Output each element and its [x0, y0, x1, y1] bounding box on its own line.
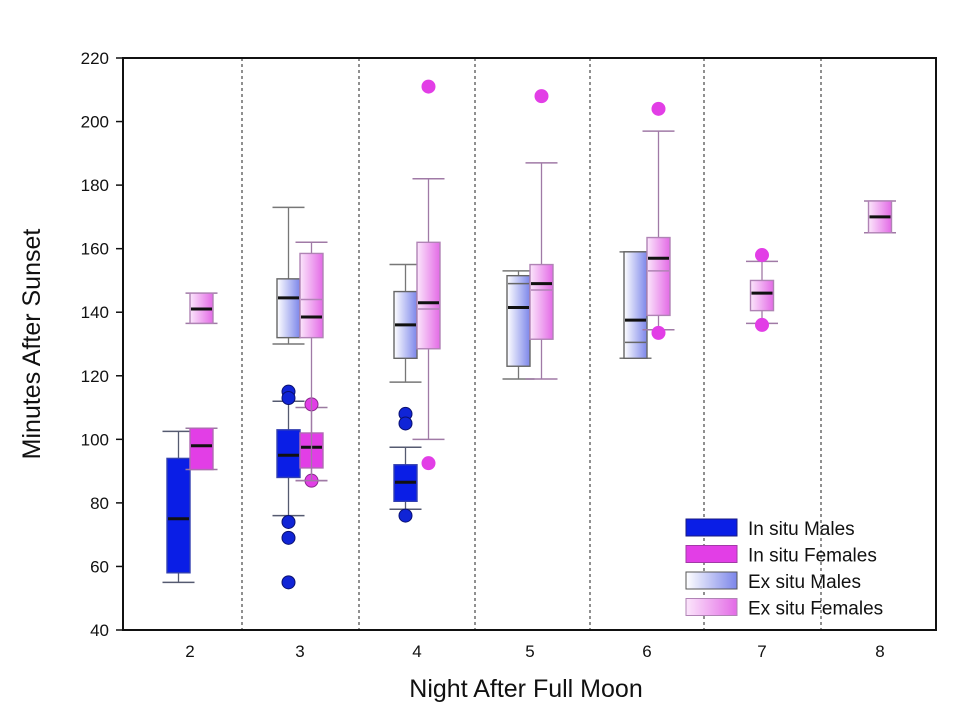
x-axis: 2 3 4 5 6 7 8	[185, 642, 884, 661]
box-ex-situ-females-night-5	[525, 89, 558, 380]
legend-label: Ex situ Males	[748, 572, 861, 593]
iqr-box	[276, 429, 301, 479]
iqr-box	[276, 278, 301, 339]
outlier-point	[281, 514, 296, 529]
box-ex-situ-females-night-7	[746, 248, 778, 332]
iqr-box	[189, 427, 214, 471]
iqr-box	[749, 279, 775, 312]
x-tick-label: 7	[757, 642, 766, 661]
outlier-point	[281, 575, 296, 590]
legend-swatch	[685, 571, 738, 590]
legend-swatch	[685, 598, 738, 616]
legend-item-ex-situ-males: Ex situ Males	[685, 571, 861, 593]
outlier-point	[421, 79, 436, 94]
y-tick-label: 180	[81, 176, 109, 195]
legend-item-ex-situ-females: Ex situ Females	[685, 598, 883, 620]
iqr-box	[529, 263, 554, 340]
x-tick-label: 2	[185, 642, 194, 661]
box-ex-situ-females-night-2	[185, 292, 218, 325]
y-tick-label: 160	[81, 240, 109, 259]
x-tick-label: 5	[525, 642, 534, 661]
legend-item-in-situ-males: In situ Males	[685, 518, 855, 540]
outlier-point	[398, 416, 413, 431]
outlier-point	[755, 248, 769, 263]
iqr-box	[646, 236, 671, 317]
legend-swatch	[685, 518, 738, 537]
iqr-box	[299, 252, 324, 339]
iqr-box	[416, 241, 441, 350]
plot-frame	[122, 57, 937, 631]
boxes-layer	[162, 79, 896, 590]
box-in-situ-males-night-3	[272, 384, 305, 590]
y-tick-label: 40	[90, 621, 109, 640]
box-in-situ-males-night-4	[389, 446, 422, 523]
y-axis-title: Minutes After Sunset	[18, 229, 46, 460]
legend-swatch	[685, 545, 738, 563]
x-tick-label: 6	[642, 642, 651, 661]
y-axis: 40 60 80 100 120 140 160 180 200 220	[81, 49, 123, 640]
box-ex-situ-males-night-5	[502, 270, 535, 380]
outlier-point	[755, 317, 769, 332]
legend-item-in-situ-females: In situ Females	[685, 545, 877, 567]
legend-label: Ex situ Females	[748, 599, 883, 620]
legend-label: In situ Females	[748, 546, 877, 567]
x-tick-label: 3	[295, 642, 304, 661]
legend: In situ Males In situ Females Ex situ Male…	[685, 518, 883, 620]
outlier-point	[281, 391, 296, 406]
x-tick-label: 8	[875, 642, 884, 661]
y-tick-label: 200	[81, 113, 109, 132]
box-ex-situ-females-night-6	[642, 101, 675, 340]
y-tick-label: 100	[81, 430, 109, 449]
outlier-point	[281, 530, 296, 545]
y-tick-label: 80	[90, 494, 109, 513]
box-ex-situ-males-night-4	[389, 263, 422, 431]
x-tick-label: 4	[412, 642, 421, 661]
iqr-box	[166, 457, 191, 574]
x-axis-title: Night After Full Moon	[409, 675, 642, 703]
y-tick-label: 220	[81, 49, 109, 68]
outlier-point	[651, 101, 666, 116]
y-tick-label: 140	[81, 303, 109, 322]
box-in-situ-males-night-2	[162, 430, 195, 584]
legend-label: In situ Males	[748, 519, 855, 540]
iqr-box	[506, 274, 531, 367]
box-ex-situ-males-night-6	[619, 251, 652, 360]
box-ex-situ-females-night-3	[295, 241, 328, 482]
box-in-situ-females-night-2	[185, 427, 218, 471]
outlier-point	[398, 508, 413, 523]
outlier-point	[651, 325, 666, 340]
y-tick-label: 120	[81, 367, 109, 386]
box-ex-situ-females-night-8	[864, 200, 896, 234]
outlier-point	[421, 456, 436, 471]
box-ex-situ-females-night-4	[412, 79, 445, 471]
y-tick-label: 60	[90, 557, 109, 576]
outlier-point	[534, 89, 549, 104]
